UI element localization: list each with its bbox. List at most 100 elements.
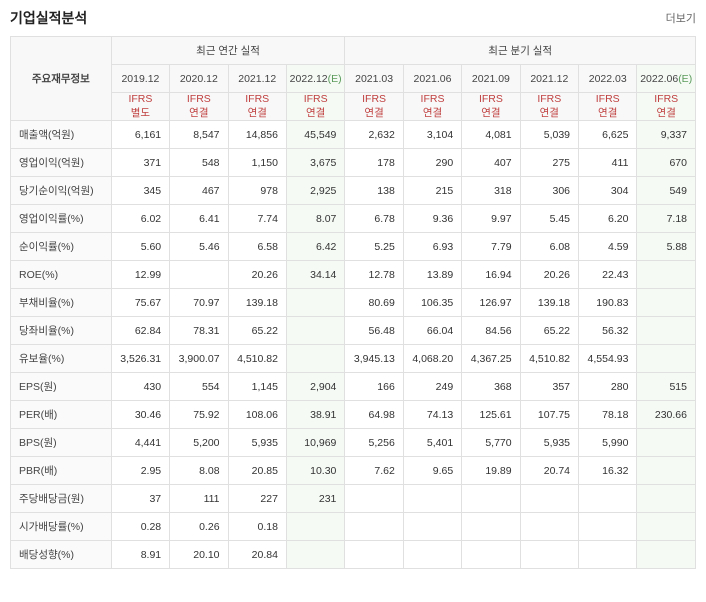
data-cell [637,317,696,345]
data-cell: 9.97 [462,205,520,233]
data-cell: 0.18 [228,513,286,541]
data-cell: 10.30 [286,457,344,485]
data-cell: 108.06 [228,401,286,429]
data-cell: 80.69 [345,289,403,317]
data-cell [637,541,696,569]
data-cell: 5,401 [403,429,461,457]
data-cell: 9.65 [403,457,461,485]
data-cell: 0.28 [111,513,169,541]
data-cell: 107.75 [520,401,578,429]
data-cell: 6.78 [345,205,403,233]
data-cell: 6.41 [170,205,228,233]
data-cell: 78.18 [579,401,637,429]
data-cell: 549 [637,177,696,205]
data-cell [286,345,344,373]
data-cell: 6.02 [111,205,169,233]
data-cell: 3,526.31 [111,345,169,373]
data-cell: 5.25 [345,233,403,261]
table-row: 매출액(억원)6,1618,54714,85645,5492,6323,1044… [11,121,696,149]
data-cell [345,485,403,513]
period-header: 2022.03 [579,65,637,93]
data-cell: 139.18 [228,289,286,317]
quarter-header: 최근 분기 실적 [345,37,696,65]
data-cell [345,513,403,541]
data-cell [170,261,228,289]
data-cell: 4,441 [111,429,169,457]
ifrs-header: IFRS연결 [462,93,520,121]
row-label: ROE(%) [11,261,112,289]
data-cell: 554 [170,373,228,401]
data-cell: 280 [579,373,637,401]
data-cell: 2,925 [286,177,344,205]
row-label: 부채비율(%) [11,289,112,317]
data-cell: 22.43 [579,261,637,289]
table-row: 순이익률(%)5.605.466.586.425.256.937.796.084… [11,233,696,261]
data-cell: 368 [462,373,520,401]
ifrs-header: IFRS연결 [170,93,228,121]
data-cell: 6.08 [520,233,578,261]
data-cell: 467 [170,177,228,205]
data-cell: 8.08 [170,457,228,485]
data-cell: 357 [520,373,578,401]
page-title: 기업실적분석 [10,8,87,28]
data-cell [579,485,637,513]
ifrs-header: IFRS별도 [111,93,169,121]
data-cell [637,485,696,513]
row-label: EPS(원) [11,373,112,401]
data-cell: 78.31 [170,317,228,345]
data-cell: 190.83 [579,289,637,317]
table-row: 부채비율(%)75.6770.97139.1880.69106.35126.97… [11,289,696,317]
data-cell: 139.18 [520,289,578,317]
row-label: PER(배) [11,401,112,429]
data-cell: 4,081 [462,121,520,149]
data-cell [403,541,461,569]
data-cell: 7.79 [462,233,520,261]
data-cell: 84.56 [462,317,520,345]
data-cell: 125.61 [462,401,520,429]
row-label: 영업이익률(%) [11,205,112,233]
data-cell: 4,510.82 [228,345,286,373]
data-cell: 7.74 [228,205,286,233]
data-cell: 670 [637,149,696,177]
period-header: 2020.12 [170,65,228,93]
table-row: PBR(배)2.958.0820.8510.307.629.6519.8920.… [11,457,696,485]
data-cell: 3,900.07 [170,345,228,373]
data-cell: 5.60 [111,233,169,261]
data-cell: 16.32 [579,457,637,485]
data-cell: 4,554.93 [579,345,637,373]
more-link[interactable]: 더보기 [666,10,696,26]
data-cell: 5,935 [520,429,578,457]
data-cell: 231 [286,485,344,513]
period-header: 2022.12(E) [286,65,344,93]
data-cell: 5.45 [520,205,578,233]
annual-header: 최근 연간 실적 [111,37,345,65]
data-cell: 12.78 [345,261,403,289]
data-cell [462,485,520,513]
table-row: 당좌비율(%)62.8478.3165.2256.4866.0484.5665.… [11,317,696,345]
data-cell [579,541,637,569]
period-header: 2021.03 [345,65,403,93]
data-cell: 20.85 [228,457,286,485]
data-cell: 9,337 [637,121,696,149]
data-cell: 215 [403,177,461,205]
data-cell: 5.46 [170,233,228,261]
data-cell: 1,150 [228,149,286,177]
data-cell: 56.48 [345,317,403,345]
data-cell: 306 [520,177,578,205]
data-cell: 178 [345,149,403,177]
financial-table: 주요재무정보 최근 연간 실적 최근 분기 실적 2019.122020.122… [10,36,696,569]
data-cell: 75.92 [170,401,228,429]
ifrs-header: IFRS연결 [579,93,637,121]
data-cell [637,345,696,373]
table-row: 영업이익(억원)3715481,1503,6751782904072754116… [11,149,696,177]
data-cell: 70.97 [170,289,228,317]
period-header: 2021.12 [228,65,286,93]
data-cell: 20.84 [228,541,286,569]
data-cell: 411 [579,149,637,177]
ifrs-header: IFRS연결 [286,93,344,121]
data-cell: 74.13 [403,401,461,429]
data-cell: 7.62 [345,457,403,485]
data-cell: 4,510.82 [520,345,578,373]
data-cell: 6.58 [228,233,286,261]
data-cell [520,513,578,541]
